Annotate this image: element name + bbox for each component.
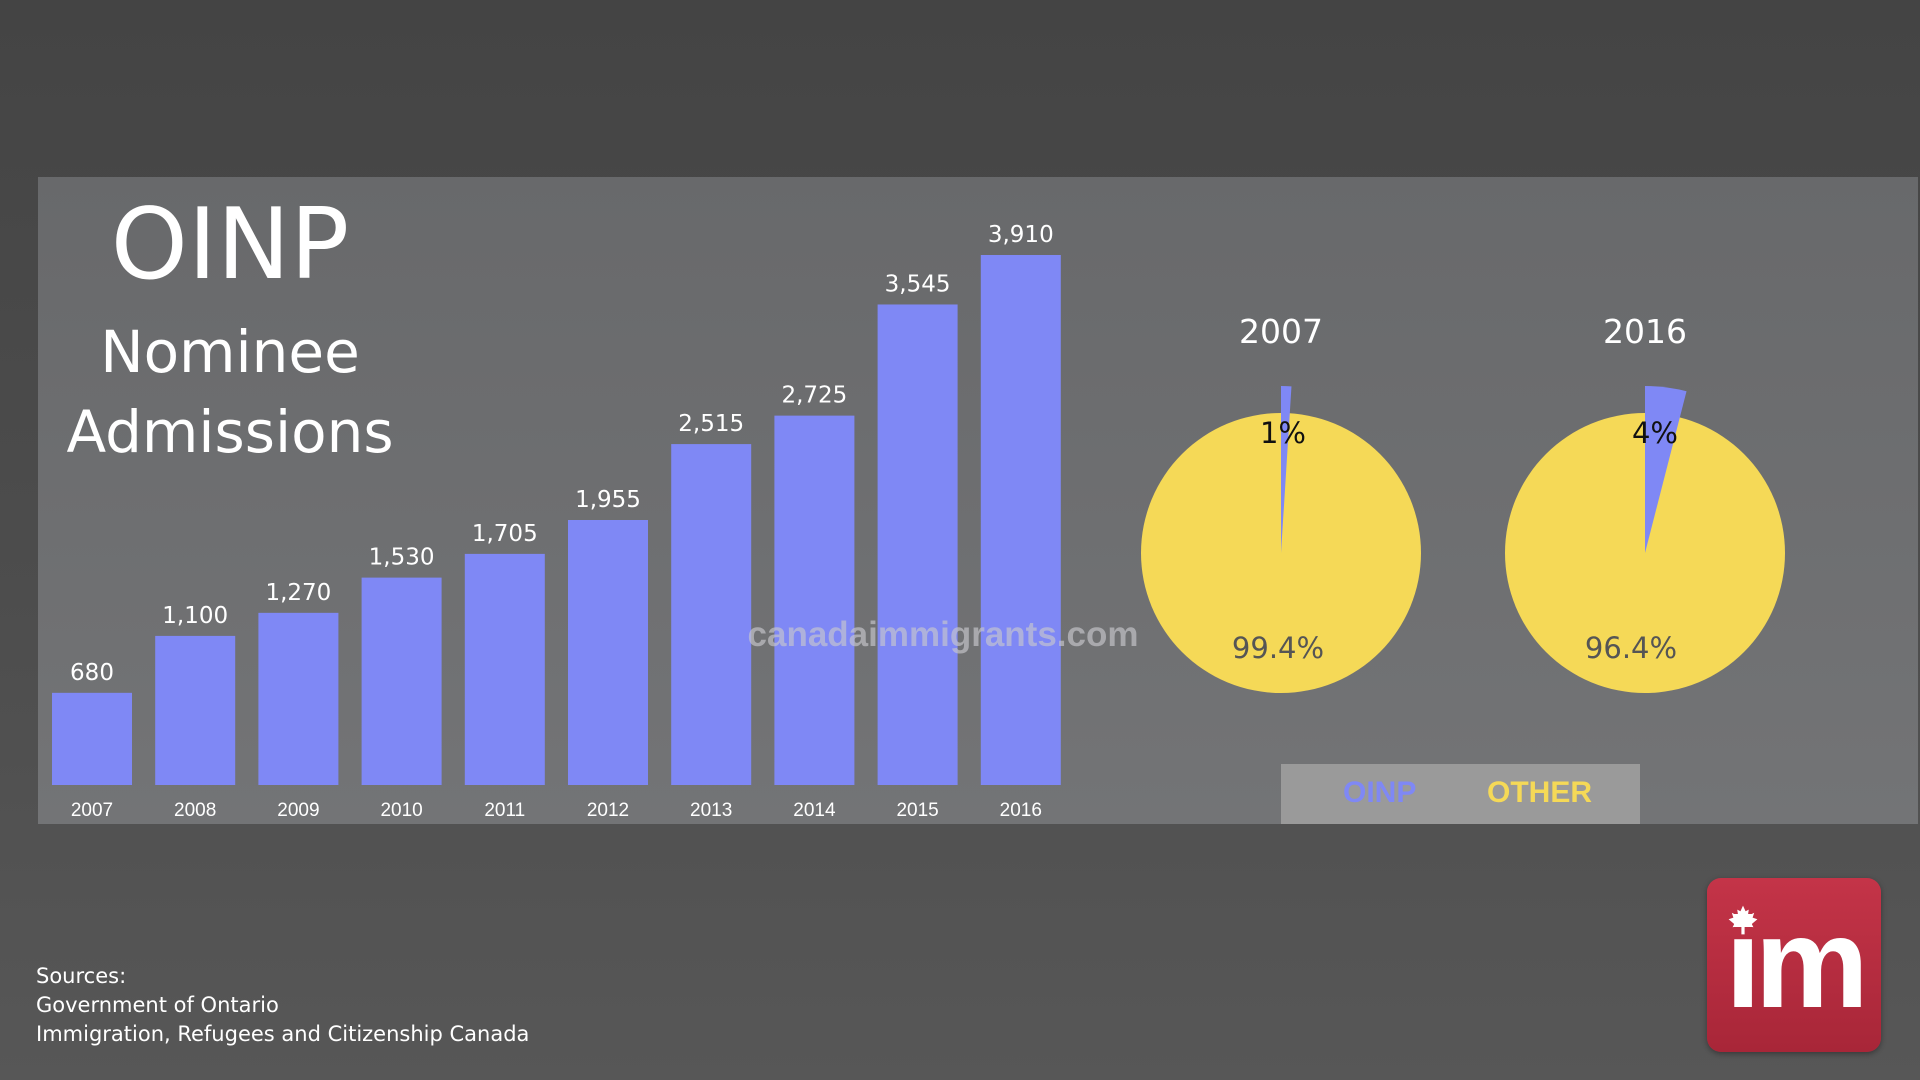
page-title-text: OINP (110, 188, 350, 302)
pie-2007-title: 2007 (1239, 312, 1323, 351)
legend-item-other: OTHER (1487, 776, 1592, 809)
x-tick-2014: 2014 (793, 800, 836, 821)
data-label-2013: 2,515 (678, 411, 744, 437)
pie-2016-title: 2016 (1603, 312, 1687, 351)
bar-2015 (877, 304, 958, 785)
data-label-2016: 3,910 (988, 222, 1054, 248)
pie-2016-label-other: 96.4% (1585, 631, 1677, 665)
data-label-2011: 1,705 (472, 521, 538, 547)
data-label-2009: 1,270 (265, 580, 331, 606)
brand-logo: im (1707, 878, 1881, 1052)
x-tick-2009: 2009 (277, 800, 319, 821)
data-label-2014: 2,725 (781, 383, 847, 409)
data-label-2008: 1,100 (162, 603, 228, 629)
x-tick-2016: 2016 (1000, 800, 1042, 821)
data-label-2007: 680 (70, 660, 114, 686)
legend-item-oinp: OINP (1343, 776, 1417, 809)
legend: OINP OTHER (1281, 764, 1640, 824)
bar-2014 (774, 415, 855, 785)
sources: Sources: Government of Ontario Immigrati… (36, 962, 529, 1049)
subtitle-line1-text: Nominee (100, 318, 360, 386)
x-tick-2010: 2010 (380, 800, 422, 821)
x-tick-2007: 2007 (71, 800, 113, 821)
pie-2007-slice-oinp (1281, 386, 1292, 553)
x-tick-2013: 2013 (690, 800, 732, 821)
x-tick-2012: 2012 (587, 800, 629, 821)
x-tick-2015: 2015 (896, 800, 938, 821)
pie-2016-label-oinp: 4% (1632, 416, 1678, 450)
subtitle-line2-text: Admissions (66, 398, 394, 466)
maple-leaf-icon (1728, 905, 1758, 935)
bar-2010 (361, 577, 442, 785)
bar-2009 (258, 612, 339, 785)
pie-2016-slice-oinp (1645, 386, 1687, 553)
bar-2007 (52, 692, 132, 785)
bar-2012 (568, 520, 648, 785)
bar-2013 (671, 444, 752, 785)
x-tick-2011: 2011 (484, 800, 525, 821)
watermark-text: canadaimmigrants.com (747, 615, 1139, 654)
x-tick-2008: 2008 (174, 800, 216, 821)
data-label-2012: 1,955 (575, 487, 641, 513)
bar-2011 (464, 553, 545, 785)
pie-2007-label-other: 99.4% (1232, 631, 1324, 665)
bar-2008 (155, 635, 236, 785)
sources-heading: Sources: (36, 964, 127, 988)
sources-line2: Immigration, Refugees and Citizenship Ca… (36, 1022, 530, 1046)
data-label-2010: 1,530 (369, 545, 435, 571)
pie-2007-label-oinp: 1% (1260, 416, 1306, 450)
data-label-2015: 3,545 (885, 271, 951, 297)
logo-text: im (1725, 892, 1868, 1035)
bar-2016 (980, 255, 1061, 785)
sources-line1: Government of Ontario (36, 993, 279, 1017)
